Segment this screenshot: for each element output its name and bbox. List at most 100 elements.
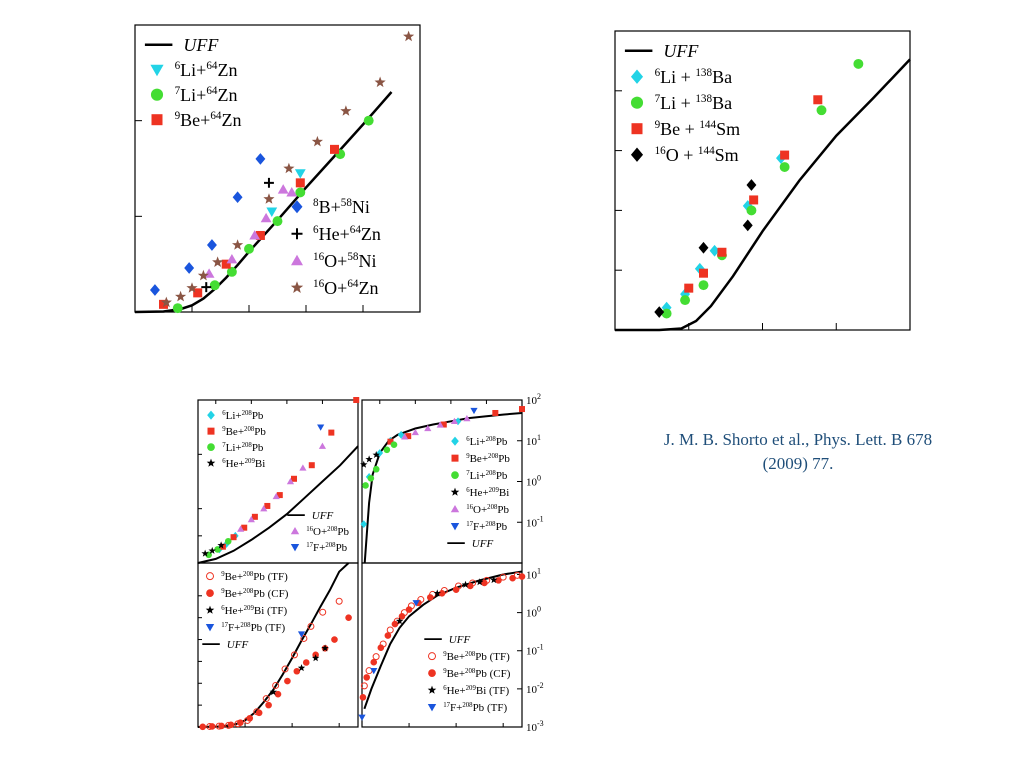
legend-marker bbox=[451, 471, 459, 479]
data-point bbox=[159, 299, 168, 309]
data-point bbox=[255, 709, 263, 717]
data-point bbox=[490, 576, 498, 584]
series-7li-138ba bbox=[661, 58, 864, 319]
data-point bbox=[290, 651, 298, 659]
data-point bbox=[291, 475, 297, 482]
data-point bbox=[358, 714, 366, 721]
data-point bbox=[237, 525, 245, 532]
data-point bbox=[300, 634, 308, 642]
data-point bbox=[360, 520, 368, 529]
data-point bbox=[160, 296, 172, 308]
legend-label: 6He+209Bi bbox=[466, 487, 509, 499]
data-point bbox=[742, 219, 753, 232]
data-point bbox=[411, 428, 419, 436]
data-point bbox=[276, 492, 283, 499]
legend-marker bbox=[206, 572, 214, 581]
data-point bbox=[232, 191, 243, 204]
data-point bbox=[262, 695, 270, 703]
data-point bbox=[197, 269, 209, 281]
plot-frame bbox=[361, 562, 523, 728]
series-7li-64zn bbox=[172, 115, 374, 314]
legend-label: 7Li+208Pb bbox=[466, 470, 508, 482]
legend-marker bbox=[205, 624, 215, 632]
data-point bbox=[424, 424, 432, 432]
data-point bbox=[709, 244, 720, 257]
legend-label: UFF bbox=[227, 639, 249, 651]
data-point bbox=[265, 701, 272, 709]
data-point bbox=[433, 589, 441, 597]
data-point bbox=[436, 421, 444, 428]
data-point bbox=[232, 239, 244, 250]
data-point bbox=[390, 441, 398, 448]
data-point bbox=[226, 266, 237, 277]
data-point bbox=[201, 282, 212, 293]
data-point bbox=[475, 578, 484, 586]
data-point bbox=[184, 262, 195, 274]
data-point bbox=[241, 524, 248, 531]
legend-label: 7Li+208Pb bbox=[222, 442, 264, 454]
data-point bbox=[749, 195, 759, 205]
data-point bbox=[353, 397, 360, 403]
y-right-tick-label: 100 bbox=[526, 474, 541, 489]
legend-label: 9Be+208Pb bbox=[466, 453, 510, 465]
data-point bbox=[277, 184, 289, 194]
legend-label: 9Be+208Pb (CF) bbox=[221, 588, 289, 600]
data-point bbox=[226, 253, 238, 264]
data-point bbox=[746, 179, 757, 191]
series-17f-208pb-tf- bbox=[358, 600, 420, 721]
data-point bbox=[363, 115, 374, 126]
series-9be-208pb-cf- bbox=[359, 573, 526, 701]
data-point bbox=[518, 573, 526, 580]
data-point bbox=[384, 632, 392, 639]
uff-curve bbox=[363, 412, 523, 564]
data-point bbox=[224, 537, 232, 545]
data-point bbox=[492, 409, 499, 416]
data-point bbox=[360, 460, 368, 468]
data-point bbox=[699, 268, 708, 278]
data-point bbox=[186, 282, 198, 293]
data-point bbox=[208, 546, 216, 554]
data-point bbox=[440, 421, 447, 428]
data-point bbox=[247, 515, 255, 523]
data-point bbox=[383, 446, 391, 454]
data-point bbox=[466, 582, 474, 590]
legend-label: 6Li + 138Ba bbox=[655, 67, 732, 87]
data-point bbox=[450, 417, 459, 425]
data-point bbox=[217, 541, 225, 549]
series-6he-209bi bbox=[360, 451, 380, 468]
legend-label: 9Be + 144Sm bbox=[655, 119, 740, 139]
data-point bbox=[684, 283, 694, 293]
data-point bbox=[853, 58, 864, 69]
data-point bbox=[426, 594, 434, 601]
series-uff bbox=[197, 445, 359, 564]
data-point bbox=[260, 505, 268, 512]
series-17f-208pb-tf- bbox=[297, 631, 306, 638]
legend-label: 9Be+208Pb (TF) bbox=[443, 651, 510, 663]
data-point bbox=[302, 659, 310, 666]
series-9be-208pb-tf- bbox=[360, 571, 521, 690]
legend-label: 6Li+208Pb bbox=[222, 410, 264, 422]
chart-topright: UFF 6Li + 138Ba 7Li + 138Ba 9Be + 144Sm 16O … bbox=[614, 30, 911, 332]
data-point bbox=[227, 721, 235, 729]
data-point bbox=[330, 144, 339, 154]
series-6he-64zn bbox=[201, 177, 274, 293]
legend-label: 16O+208Pb bbox=[306, 526, 349, 538]
legend-label: 9Be+208Pb (TF) bbox=[221, 571, 288, 583]
data-point bbox=[403, 30, 415, 42]
data-point bbox=[311, 135, 323, 147]
legend-label: 16O+208Pb bbox=[466, 504, 509, 516]
legend-marker bbox=[427, 704, 437, 712]
data-point bbox=[175, 290, 187, 302]
series-17f-208pb bbox=[470, 407, 478, 415]
legend-label: 6Li+208Pb bbox=[466, 436, 508, 448]
data-point bbox=[221, 259, 231, 269]
chart-panel-c: 9Be+208Pb (TF) 9Be+208Pb (CF) 6He+209Bi (T… bbox=[197, 562, 359, 731]
y-right-tick-label: 101 bbox=[526, 433, 541, 448]
chart-topleft: UFF 6Li+64Zn 7Li+64Zn 9Be+64Zn 8B+58Ni 6He+64… bbox=[134, 24, 421, 314]
series-6li-64zn bbox=[266, 169, 306, 217]
legend-label: 17F+208Pb (TF) bbox=[221, 622, 285, 634]
legend-label: UFF bbox=[183, 35, 219, 55]
data-point bbox=[295, 187, 306, 198]
data-point bbox=[698, 241, 709, 254]
series-17f-208pb bbox=[317, 424, 325, 431]
